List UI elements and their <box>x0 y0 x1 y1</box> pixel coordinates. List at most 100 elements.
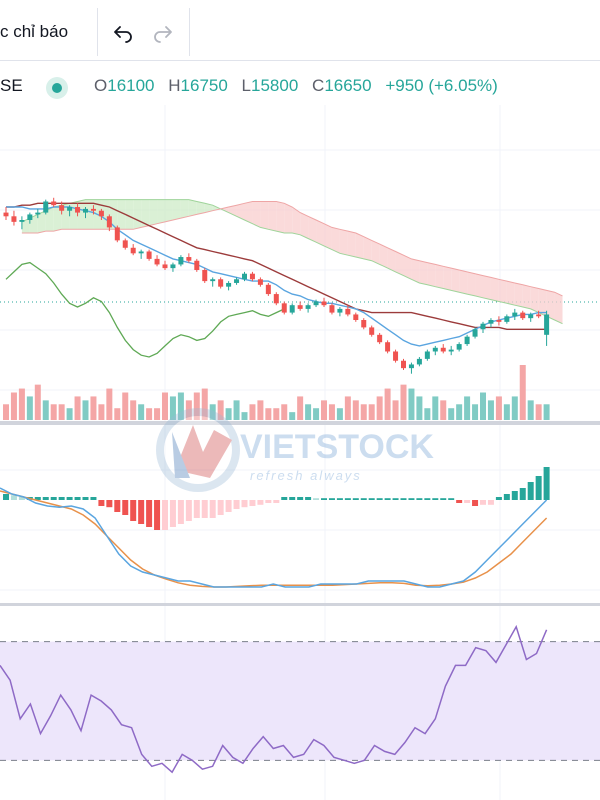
candle-body <box>3 212 9 217</box>
macd-histogram-bar <box>368 498 375 500</box>
macd-histogram-bar <box>440 498 447 500</box>
undo-arrow-icon[interactable] <box>108 18 138 48</box>
macd-histogram-bar <box>360 498 367 500</box>
macd-histogram-bar <box>511 491 518 500</box>
macd-histogram-bar <box>225 500 232 512</box>
cloud-segment <box>395 251 404 276</box>
cloud-segment <box>459 270 468 295</box>
volume-bar <box>50 404 57 420</box>
candle-body <box>75 207 81 213</box>
macd-histogram-bar <box>543 467 550 500</box>
low-value: 15800 <box>251 76 299 95</box>
candle-body <box>544 314 550 335</box>
candle-body <box>385 342 391 352</box>
indicators-button[interactable]: c chỉ báo <box>0 22 69 41</box>
cloud-segment <box>355 232 364 259</box>
candle-body <box>59 205 65 211</box>
cloud-segment <box>149 199 158 226</box>
candle-body <box>130 247 136 254</box>
volume-bar <box>26 396 33 420</box>
candle-body <box>305 305 311 309</box>
candle-body <box>162 264 168 269</box>
rsi-pane <box>0 624 600 774</box>
redo-arrow-icon[interactable] <box>148 18 178 48</box>
volume-bar <box>58 404 65 420</box>
macd-histogram-bar <box>193 500 200 518</box>
candle-body <box>488 320 494 324</box>
macd-histogram-bar <box>90 497 97 500</box>
volume-bar <box>10 392 17 420</box>
candle-body <box>321 301 327 306</box>
volume-bar <box>376 396 383 420</box>
candle-body <box>528 314 534 319</box>
cloud-segment <box>514 282 523 308</box>
candle-body <box>106 216 112 228</box>
cloud-segment <box>188 199 197 217</box>
open-label: O <box>94 76 108 95</box>
cloud-segment <box>268 201 277 232</box>
symbol-name[interactable]: SE <box>0 76 23 95</box>
macd-histogram-bar <box>217 500 224 515</box>
volume-bar <box>313 408 320 420</box>
cloud-segment <box>252 201 261 228</box>
volume-bar <box>241 412 248 420</box>
candle-body <box>90 208 96 211</box>
cloud-segment <box>467 271 476 296</box>
macd-histogram-bar <box>257 500 264 505</box>
candle-body <box>35 212 41 215</box>
macd-histogram-bar <box>527 482 534 500</box>
candle-body <box>234 279 240 283</box>
volume-bar <box>384 388 391 420</box>
cloud-segment <box>172 199 181 220</box>
candle-body <box>249 273 255 280</box>
candle-body <box>67 207 73 211</box>
macd-histogram-bar <box>82 497 89 500</box>
volume-bar <box>424 408 431 420</box>
candle-body <box>178 257 184 265</box>
volume-bar <box>519 365 526 420</box>
volume-bar <box>249 404 256 420</box>
cloud-segment <box>228 205 237 217</box>
macd-histogram-bar <box>313 498 320 500</box>
candle-body <box>289 305 295 313</box>
volume-bar <box>392 400 399 420</box>
volume-bar <box>177 392 184 420</box>
cloud-segment <box>260 201 269 230</box>
kijun-line <box>6 202 547 330</box>
cloud-segment <box>244 201 253 224</box>
macd-histogram-bar <box>464 500 471 503</box>
macd-histogram-bar <box>122 500 129 515</box>
macd-histogram-bar <box>376 498 383 500</box>
volume-bar <box>297 396 304 420</box>
cloud-segment <box>490 277 499 302</box>
cloud-segment <box>53 205 62 232</box>
candle-body <box>257 279 263 285</box>
volume-bar <box>209 404 216 420</box>
cloud-segment <box>324 223 332 250</box>
candle-body <box>504 316 510 322</box>
candle-body <box>408 364 414 369</box>
cloud-segment <box>387 247 396 272</box>
macd-histogram-bar <box>297 497 304 500</box>
cloud-segment <box>117 199 126 230</box>
toolbar-divider <box>189 8 190 56</box>
volume-bar <box>503 404 510 420</box>
candle-body <box>210 279 216 282</box>
volume-bar <box>18 388 25 420</box>
candle-body <box>242 273 247 280</box>
macd-histogram-bar <box>201 500 208 518</box>
candle-body <box>122 240 128 248</box>
vietstock-watermark: VIETSTOCK refresh always <box>156 408 434 492</box>
cloud-segment <box>165 199 173 222</box>
cloud-segment <box>530 286 539 313</box>
volume-bar <box>416 396 423 420</box>
volume-bar <box>273 408 280 420</box>
cloud-segment <box>347 231 356 258</box>
volume-bar <box>360 404 367 420</box>
volume-bar <box>487 400 494 420</box>
candle-body <box>43 201 49 213</box>
macd-histogram-bar <box>177 500 184 524</box>
span-b-line <box>21 201 563 297</box>
macd-histogram-bar <box>265 500 272 503</box>
